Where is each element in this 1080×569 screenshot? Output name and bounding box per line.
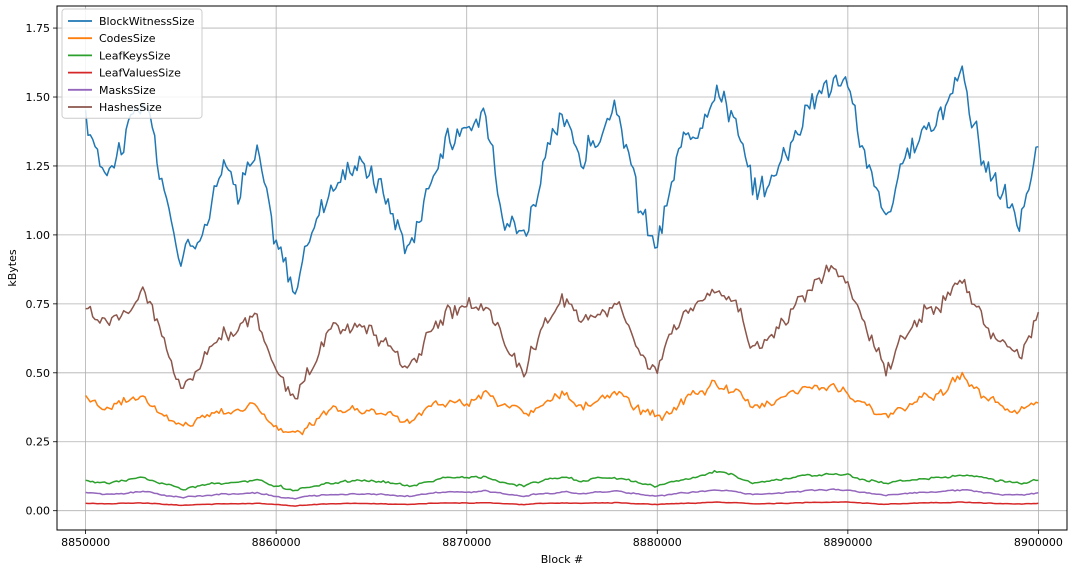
y-tick-label: 0.00: [26, 505, 51, 518]
y-tick-label: 1.00: [26, 229, 51, 242]
legend: BlockWitnessSize CodesSize LeafKeysSize Lea…: [61, 8, 203, 119]
y-axis: 0.00 0.25 0.50 0.75 1.00 1.25 1.50 1.75: [26, 22, 57, 518]
y-tick-label: 0.75: [26, 298, 51, 311]
legend-label: LeafValuesSize: [99, 67, 181, 80]
y-tick-label: 0.50: [26, 367, 51, 380]
series-line-HashesSize: [85, 264, 1040, 400]
y-axis-label: kBytes: [6, 249, 19, 287]
legend-box: [61, 8, 203, 119]
series-line-MasksSize: [85, 488, 1039, 500]
y-tick-label: 1.50: [26, 91, 51, 104]
series-line-LeafKeysSize: [85, 469, 1039, 492]
x-tick-label: 8850000: [61, 536, 110, 549]
y-tick-label: 0.25: [26, 436, 51, 449]
legend-label: LeafKeysSize: [99, 49, 171, 62]
plot-area-frame: [56, 5, 1068, 531]
y-tick-label: 1.75: [26, 22, 51, 35]
x-tick-label: 8880000: [633, 536, 682, 549]
legend-label: MasksSize: [99, 84, 156, 97]
legend-label: CodesSize: [99, 32, 156, 45]
x-tick-label: 8860000: [252, 536, 301, 549]
x-tick-label: 8900000: [1014, 536, 1063, 549]
grid-lines: [57, 6, 1067, 530]
legend-label: HashesSize: [99, 101, 162, 114]
series-line-BlockWitnessSize: [84, 65, 1039, 295]
y-tick-label: 1.25: [26, 160, 51, 173]
x-axis: 8850000 8860000 8870000 8880000 8890000 89000…: [61, 530, 1063, 549]
x-tick-label: 8870000: [442, 536, 491, 549]
x-axis-label: Block #: [541, 553, 583, 566]
series-layer: [84, 65, 1040, 507]
series-line-CodesSize: [84, 371, 1039, 436]
legend-label: BlockWitnessSize: [99, 15, 195, 28]
series-line-LeafValuesSize: [85, 501, 1039, 507]
x-tick-label: 8890000: [823, 536, 872, 549]
